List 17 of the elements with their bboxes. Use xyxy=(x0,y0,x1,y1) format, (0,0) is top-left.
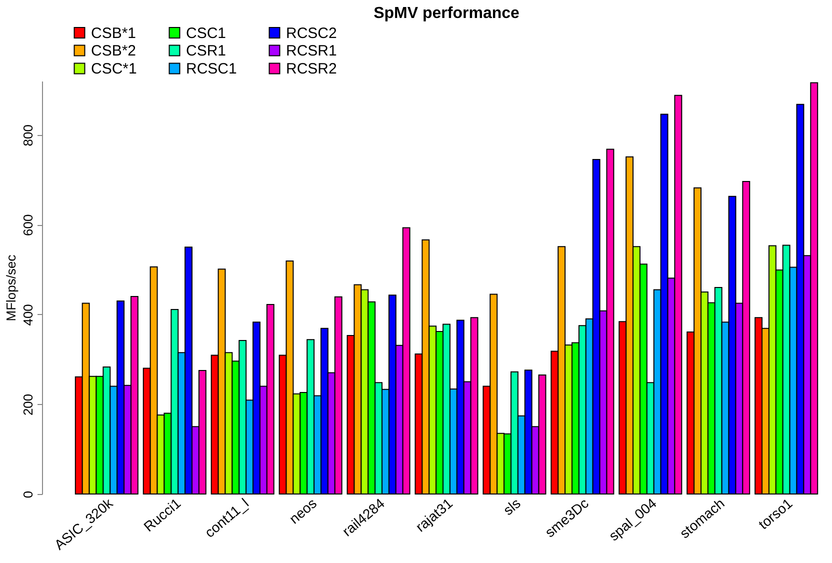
chart-title: SpMV performance xyxy=(374,5,520,22)
y-tick-label: 800 xyxy=(20,124,36,146)
legend-label: CSB*1 xyxy=(91,24,136,42)
y-tick-label: 600 xyxy=(20,214,36,236)
legend-label: CSC1 xyxy=(186,24,226,42)
legend-label: RCSR1 xyxy=(286,42,337,60)
legend-label: CSR1 xyxy=(186,42,226,60)
legend-label: CSC*1 xyxy=(91,60,137,78)
x-tick-label: sls xyxy=(500,494,524,518)
legend-label: RCSC1 xyxy=(186,60,237,78)
legend-label: RCSC2 xyxy=(286,24,337,42)
y-tick-label: 400 xyxy=(20,304,36,326)
y-tick-label: 200 xyxy=(20,394,36,416)
y-axis-title: MFlops/sec xyxy=(4,254,18,322)
legend-label: RCSR2 xyxy=(286,60,337,78)
legend-label: CSB*2 xyxy=(91,42,136,60)
y-tick-label: 0 xyxy=(20,490,36,498)
